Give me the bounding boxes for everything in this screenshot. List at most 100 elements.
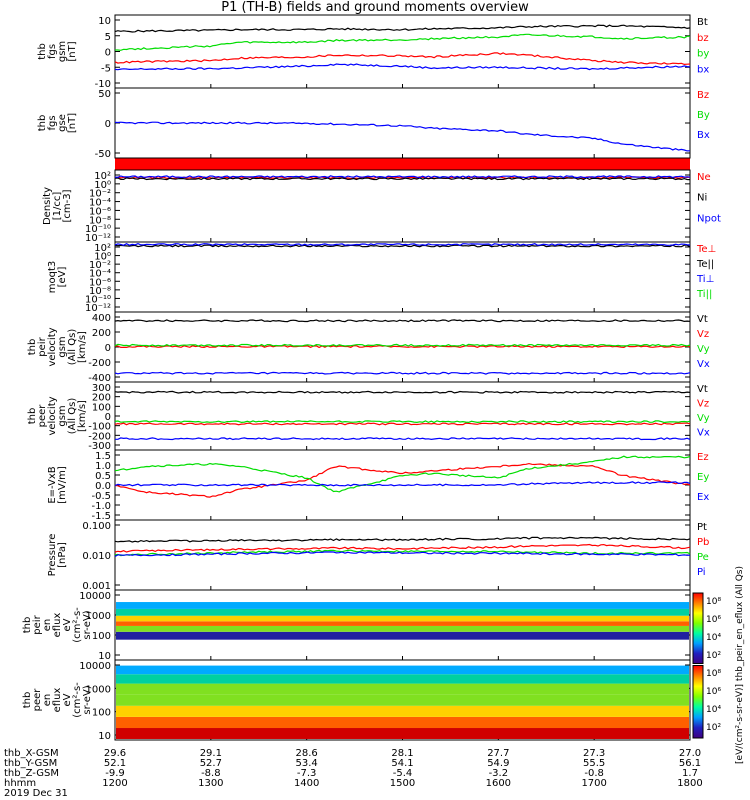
series-vt-line bbox=[114, 319, 691, 323]
panel-y-label-line: eflux bbox=[52, 688, 63, 713]
legend-ni: Ni bbox=[697, 193, 707, 204]
series-pt-line bbox=[114, 536, 691, 543]
panel-y-label: Density[1/cc][cm-3] bbox=[42, 187, 73, 225]
panel-y-label-line: thb bbox=[37, 43, 48, 60]
panel-y-label-line: en bbox=[42, 694, 53, 707]
panel-y-label-line: gsm bbox=[57, 405, 68, 426]
spectrogram-band bbox=[116, 674, 689, 684]
y-tick-label: 0 bbox=[105, 412, 111, 423]
x-axis-value: 27.7 bbox=[487, 748, 509, 759]
colorbar-upper bbox=[692, 592, 704, 664]
y-tick-label: 0.001 bbox=[82, 581, 111, 592]
series-bt-line bbox=[114, 24, 691, 33]
panel-y-label-line: moqt3 bbox=[47, 261, 58, 294]
panel-y-label-line: [nT] bbox=[67, 113, 78, 133]
legend-te: Te⊥ bbox=[696, 244, 716, 255]
panel-y-label-line: eV bbox=[62, 693, 73, 706]
x-axis-value: 1300 bbox=[198, 778, 223, 789]
x-axis-value: 55.5 bbox=[583, 758, 605, 769]
y-tick-label: 10⁻¹⁰ bbox=[85, 294, 111, 305]
y-tick-label: -50 bbox=[95, 149, 111, 160]
x-axis-value: 1800 bbox=[677, 778, 702, 789]
legend-pi: Pi bbox=[697, 567, 706, 578]
panel-y-label-line: [eV] bbox=[57, 267, 68, 288]
spectrogram-band bbox=[116, 728, 689, 739]
colorbar-tick-label: 10⁸ bbox=[706, 597, 721, 607]
series-vz-line bbox=[114, 422, 691, 426]
panel-y-label-line: E=-VxB bbox=[47, 466, 58, 503]
series-npot-line bbox=[114, 175, 691, 179]
legend-bz: Bz bbox=[697, 90, 709, 101]
y-tick-label: 10⁻⁸ bbox=[89, 215, 111, 226]
spectrogram-band bbox=[116, 615, 689, 622]
legend-vt: Vt bbox=[697, 384, 708, 395]
panel-y-label-line: Density bbox=[42, 187, 53, 225]
y-tick-label: 100 bbox=[92, 631, 111, 642]
y-tick-label: 0 bbox=[105, 119, 111, 130]
y-tick-label: 10⁻¹² bbox=[85, 233, 111, 244]
x-axis-row-label: thb_X-GSM bbox=[4, 748, 59, 759]
y-tick-label: 200 bbox=[92, 328, 111, 339]
panel-y-label: moqt3[eV] bbox=[47, 261, 68, 294]
y-tick-label: 0.100 bbox=[82, 521, 111, 532]
panel-y-label-line: peir bbox=[32, 614, 43, 634]
legend-ti: Ti|| bbox=[696, 289, 712, 300]
x-axis-value: 27.0 bbox=[679, 748, 701, 759]
series-bx-line bbox=[114, 121, 691, 152]
legend-pb: Pb bbox=[697, 537, 709, 548]
spectrogram-band bbox=[116, 694, 689, 706]
chart-title: P1 (TH-B) fields and ground moments over… bbox=[221, 0, 529, 15]
series-bx-line bbox=[114, 63, 691, 71]
x-axis-value: 1700 bbox=[581, 778, 606, 789]
y-tick-label: 10⁰ bbox=[94, 180, 111, 191]
series-ey-line bbox=[114, 455, 691, 493]
y-tick-label: -1.5 bbox=[91, 511, 111, 522]
spectrogram-band bbox=[116, 608, 689, 616]
x-axis-value: 52.1 bbox=[104, 758, 126, 769]
y-tick-label: 10⁻⁴ bbox=[89, 269, 111, 280]
panel-y-label-line: eV bbox=[62, 618, 73, 631]
series-vz-line bbox=[115, 345, 691, 349]
y-tick-label: 10⁰ bbox=[94, 252, 111, 263]
legend-pt: Pt bbox=[697, 522, 707, 533]
panel-y-label-line: fgs bbox=[47, 115, 58, 130]
y-tick-label: -0.5 bbox=[91, 491, 111, 502]
x-axis-date: 2019 Dec 31 bbox=[4, 788, 68, 799]
legend-ex: Ex bbox=[697, 492, 709, 503]
y-tick-label: 10² bbox=[94, 243, 111, 254]
series-ez-line bbox=[114, 462, 691, 498]
x-axis-value: 1.7 bbox=[682, 768, 698, 779]
colorbar-label: [eV/(cm²-s-sr-eV)] thb_peir_en_eflux (Al… bbox=[735, 566, 745, 764]
legend-bx: bx bbox=[697, 64, 709, 75]
panel-y-label-line: velocity bbox=[47, 327, 58, 366]
x-axis-value: 1200 bbox=[102, 778, 127, 789]
panel-y-label-line: [cm-3] bbox=[62, 189, 73, 222]
x-axis-value: -5.4 bbox=[393, 768, 413, 779]
panel-y-label-line: thb bbox=[22, 617, 33, 634]
y-tick-label: 100 bbox=[92, 402, 111, 413]
panel-y-label-line: thb bbox=[27, 339, 38, 356]
panel-y-label-line: thb bbox=[27, 408, 38, 425]
legend-vz: Vz bbox=[697, 329, 709, 340]
panel-frame bbox=[114, 241, 691, 313]
y-tick-label: 100 bbox=[92, 708, 111, 719]
panel-y-label-line: gsm bbox=[57, 336, 68, 357]
panel-y-label-line: (cm²-s- bbox=[72, 607, 83, 643]
x-axis-row-label: hhmm bbox=[4, 778, 36, 789]
legend-ti: Ti⊥ bbox=[696, 274, 714, 285]
panel-y-label-line: sr-eV) bbox=[82, 610, 93, 639]
panel-separator-bar bbox=[115, 158, 690, 170]
y-tick-label: -100 bbox=[88, 422, 111, 433]
x-axis-value: 53.4 bbox=[296, 758, 318, 769]
legend-ez: Ez bbox=[697, 452, 709, 463]
spectrogram-band bbox=[116, 621, 689, 626]
panel-density: Density[1/cc][cm-3] bbox=[42, 169, 691, 243]
x-axis-value: -3.2 bbox=[489, 768, 509, 779]
y-tick-label: 10⁻² bbox=[89, 189, 111, 200]
panel-y-label-line: (cm²-s- bbox=[72, 682, 83, 718]
panel-y-label-line: peir bbox=[37, 336, 48, 356]
panel-y-label-line: [km/s] bbox=[77, 331, 88, 363]
x-axis-value: -0.8 bbox=[584, 768, 604, 779]
x-axis-value: 56.1 bbox=[679, 758, 701, 769]
series-vt-line bbox=[114, 390, 691, 394]
